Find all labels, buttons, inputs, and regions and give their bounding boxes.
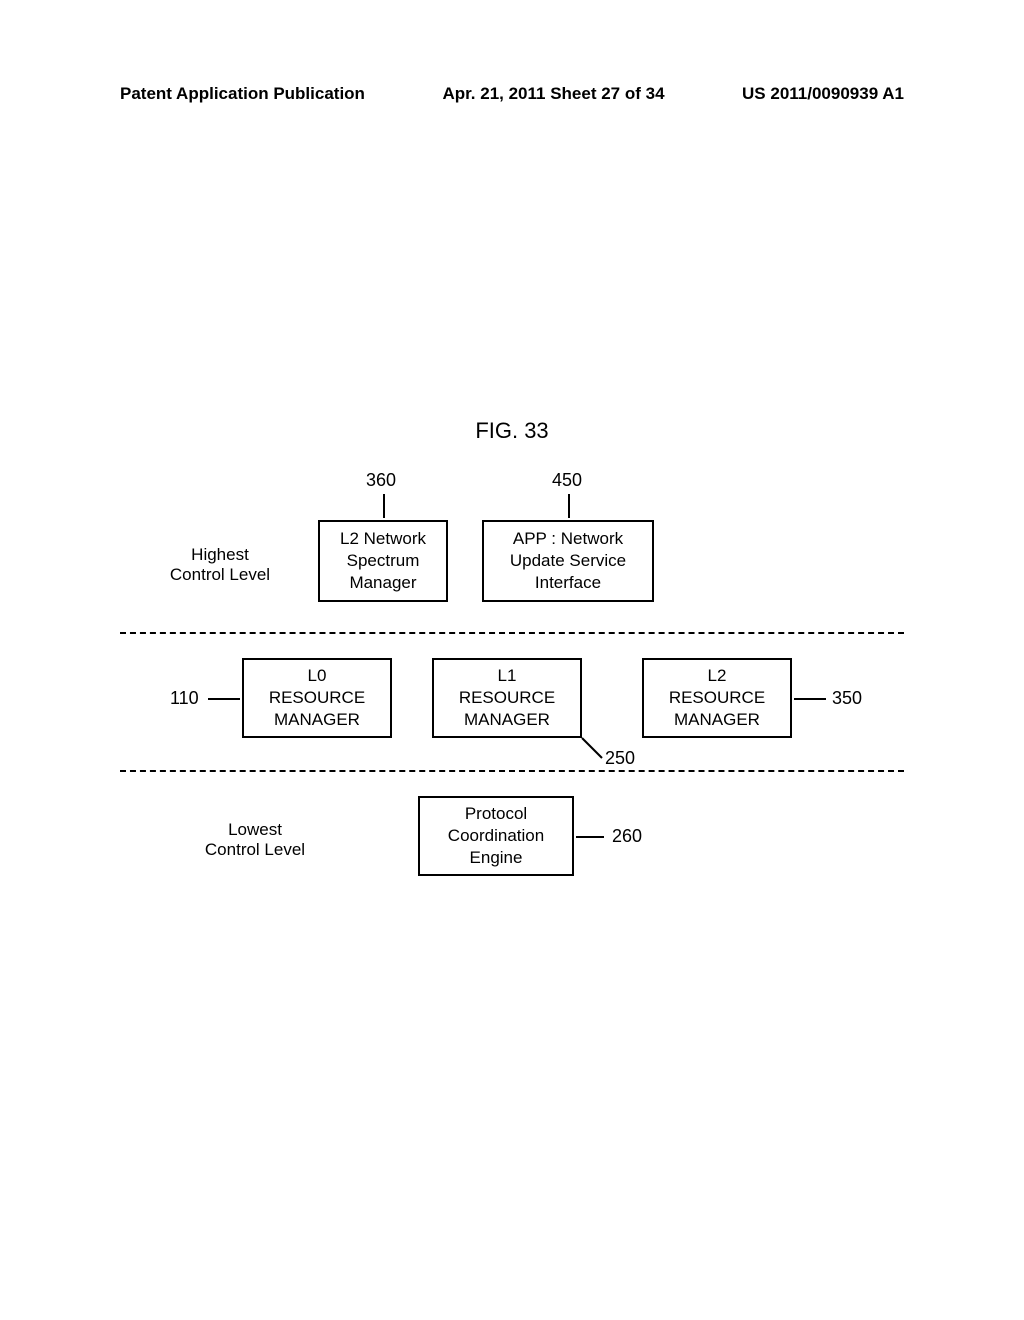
label-highest-control-level: Highest Control Level bbox=[140, 545, 300, 585]
leader-450 bbox=[568, 494, 570, 518]
ref-360: 360 bbox=[366, 470, 396, 491]
dashed-divider-top bbox=[120, 632, 904, 634]
figure-title: FIG. 33 bbox=[0, 418, 1024, 444]
ref-260: 260 bbox=[612, 826, 642, 847]
header-publication: Patent Application Publication bbox=[120, 84, 365, 104]
label-lowest-control-level: Lowest Control Level bbox=[170, 820, 340, 860]
leader-350 bbox=[794, 698, 826, 700]
box-l2rm-text: L2 RESOURCE MANAGER bbox=[669, 665, 765, 731]
box-app-network-update-service-interface: APP : Network Update Service Interface bbox=[482, 520, 654, 602]
dashed-divider-bottom bbox=[120, 770, 904, 772]
box-l1-resource-manager: L1 RESOURCE MANAGER bbox=[432, 658, 582, 738]
box-l0-resource-manager: L0 RESOURCE MANAGER bbox=[242, 658, 392, 738]
box-l2-resource-manager: L2 RESOURCE MANAGER bbox=[642, 658, 792, 738]
ref-350: 350 bbox=[832, 688, 862, 709]
ref-250: 250 bbox=[605, 748, 635, 769]
ref-110: 110 bbox=[170, 688, 199, 709]
box-l0rm-text: L0 RESOURCE MANAGER bbox=[269, 665, 365, 731]
diagram-container: 360 450 L2 Network Spectrum Manager APP … bbox=[120, 470, 904, 950]
leader-260 bbox=[576, 836, 604, 838]
box-l2-network-spectrum-manager: L2 Network Spectrum Manager bbox=[318, 520, 448, 602]
header-date-sheet: Apr. 21, 2011 Sheet 27 of 34 bbox=[442, 84, 664, 104]
box-protocol-coordination-engine: Protocol Coordination Engine bbox=[418, 796, 574, 876]
ref-450: 450 bbox=[552, 470, 582, 491]
box-pce-text: Protocol Coordination Engine bbox=[448, 803, 544, 869]
box-app-text: APP : Network Update Service Interface bbox=[510, 528, 626, 594]
box-l1rm-text: L1 RESOURCE MANAGER bbox=[459, 665, 555, 731]
leader-360 bbox=[383, 494, 385, 518]
leader-110 bbox=[208, 698, 240, 700]
header-publication-number: US 2011/0090939 A1 bbox=[742, 84, 904, 104]
box-l2nsm-text: L2 Network Spectrum Manager bbox=[340, 528, 426, 594]
